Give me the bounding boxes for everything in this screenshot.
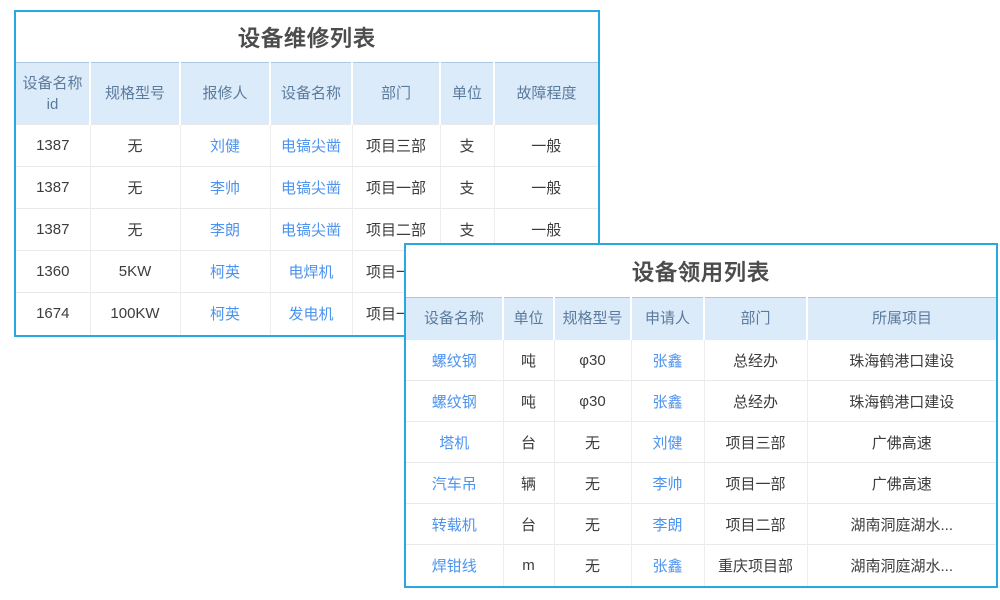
column-header-project: 所属项目 — [806, 297, 996, 340]
column-header-spec: 规格型号 — [89, 62, 180, 125]
reporter-link[interactable]: 刘健 — [179, 124, 270, 167]
column-header-unit: 单位 — [439, 62, 494, 125]
repair-header-row: 设备名称id 规格型号 报修人 设备名称 部门 单位 故障程度 — [16, 62, 598, 125]
device-name-link[interactable]: 发电机 — [269, 292, 352, 335]
table-row: 1387 无 刘健 电镐尖凿 项目三部 支 一般 — [16, 124, 598, 167]
applicant-link[interactable]: 张鑫 — [630, 339, 704, 381]
requisition-table-panel: 设备领用列表 设备名称 单位 规格型号 申请人 部门 所属项目 螺纹钢 吨 φ3… — [404, 243, 998, 588]
unit-cell: 台 — [502, 503, 554, 545]
column-header-reporter: 报修人 — [179, 62, 270, 125]
unit-cell: m — [502, 544, 554, 586]
department-cell: 项目三部 — [351, 124, 440, 167]
applicant-link[interactable]: 张鑫 — [630, 544, 704, 586]
spec-cell: 无 — [89, 208, 180, 251]
column-header-department: 部门 — [351, 62, 440, 125]
device-name-link[interactable]: 电镐尖凿 — [269, 166, 352, 209]
spec-cell: 无 — [553, 421, 631, 463]
table-row: 1387 无 李朗 电镐尖凿 项目二部 支 一般 — [16, 208, 598, 251]
device-name-link[interactable]: 转载机 — [406, 503, 503, 545]
unit-cell: 支 — [439, 124, 494, 167]
severity-cell: 一般 — [493, 124, 598, 167]
device-id-cell: 1387 — [16, 208, 90, 251]
department-cell: 总经办 — [703, 380, 807, 422]
applicant-link[interactable]: 刘健 — [630, 421, 704, 463]
spec-cell: φ30 — [553, 339, 631, 381]
column-header-unit: 单位 — [502, 297, 554, 340]
repair-table-panel: 设备维修列表 设备名称id 规格型号 报修人 设备名称 部门 单位 故障程度 1… — [14, 10, 600, 337]
spec-cell: 无 — [553, 503, 631, 545]
column-header-device-name: 设备名称 — [406, 297, 503, 340]
requisition-table-title: 设备领用列表 — [631, 260, 770, 285]
reporter-link[interactable]: 李帅 — [179, 166, 270, 209]
device-name-link[interactable]: 电焊机 — [269, 250, 352, 293]
table-row: 螺纹钢 吨 φ30 张鑫 总经办 珠海鹤港口建设 — [406, 339, 996, 381]
column-header-device-id: 设备名称id — [16, 62, 90, 125]
device-name-link[interactable]: 螺纹钢 — [406, 380, 503, 422]
device-name-link[interactable]: 塔机 — [406, 421, 503, 463]
requisition-header-row: 设备名称 单位 规格型号 申请人 部门 所属项目 — [406, 297, 996, 340]
spec-cell: 无 — [89, 166, 180, 209]
department-cell: 总经办 — [703, 339, 807, 381]
device-name-link[interactable]: 焊钳线 — [406, 544, 503, 586]
unit-cell: 吨 — [502, 380, 554, 422]
spec-cell: 无 — [89, 124, 180, 167]
department-cell: 项目一部 — [351, 166, 440, 209]
department-cell: 项目一部 — [703, 462, 807, 504]
project-cell: 珠海鹤港口建设 — [806, 339, 996, 381]
column-header-spec: 规格型号 — [553, 297, 631, 340]
unit-cell: 辆 — [502, 462, 554, 504]
project-cell: 湖南洞庭湖水... — [806, 544, 996, 586]
project-cell: 广佛高速 — [806, 421, 996, 463]
department-cell: 重庆项目部 — [703, 544, 807, 586]
device-id-cell: 1387 — [16, 166, 90, 209]
applicant-link[interactable]: 李帅 — [630, 462, 704, 504]
device-name-link[interactable]: 电镐尖凿 — [269, 124, 352, 167]
device-id-cell: 1674 — [16, 292, 90, 335]
department-cell: 项目三部 — [703, 421, 807, 463]
applicant-link[interactable]: 李朗 — [630, 503, 704, 545]
table-row: 塔机 台 无 刘健 项目三部 广佛高速 — [406, 421, 996, 463]
table-row: 转载机 台 无 李朗 项目二部 湖南洞庭湖水... — [406, 503, 996, 545]
project-cell: 珠海鹤港口建设 — [806, 380, 996, 422]
applicant-link[interactable]: 张鑫 — [630, 380, 704, 422]
department-cell: 项目二部 — [703, 503, 807, 545]
device-name-link[interactable]: 电镐尖凿 — [269, 208, 352, 251]
spec-cell: 100KW — [89, 292, 180, 335]
reporter-link[interactable]: 李朗 — [179, 208, 270, 251]
table-row: 1387 无 李帅 电镐尖凿 项目一部 支 一般 — [16, 166, 598, 209]
unit-cell: 吨 — [502, 339, 554, 381]
spec-cell: 5KW — [89, 250, 180, 293]
repair-table: 设备名称id 规格型号 报修人 设备名称 部门 单位 故障程度 1387 无 刘… — [16, 62, 598, 335]
device-id-cell: 1387 — [16, 124, 90, 167]
spec-cell: 无 — [553, 462, 631, 504]
table-row: 汽车吊 辆 无 李帅 项目一部 广佛高速 — [406, 462, 996, 504]
repair-table-title: 设备维修列表 — [237, 26, 376, 51]
column-header-device-name: 设备名称 — [269, 62, 352, 125]
device-name-link[interactable]: 螺纹钢 — [406, 339, 503, 381]
spec-cell: φ30 — [553, 380, 631, 422]
column-header-applicant: 申请人 — [630, 297, 704, 340]
spec-cell: 无 — [553, 544, 631, 586]
project-cell: 湖南洞庭湖水... — [806, 503, 996, 545]
unit-cell: 台 — [502, 421, 554, 463]
department-cell: 项目二部 — [351, 208, 440, 251]
severity-cell: 一般 — [493, 166, 598, 209]
column-header-department: 部门 — [703, 297, 807, 340]
reporter-link[interactable]: 柯英 — [179, 250, 270, 293]
project-cell: 广佛高速 — [806, 462, 996, 504]
table-row: 焊钳线 m 无 张鑫 重庆项目部 湖南洞庭湖水... — [406, 544, 996, 586]
table-row: 螺纹钢 吨 φ30 张鑫 总经办 珠海鹤港口建设 — [406, 380, 996, 422]
device-id-cell: 1360 — [16, 250, 90, 293]
reporter-link[interactable]: 柯英 — [179, 292, 270, 335]
column-header-severity: 故障程度 — [493, 62, 598, 125]
requisition-table: 设备名称 单位 规格型号 申请人 部门 所属项目 螺纹钢 吨 φ30 张鑫 总经… — [406, 297, 996, 586]
unit-cell: 支 — [439, 166, 494, 209]
device-name-link[interactable]: 汽车吊 — [406, 462, 503, 504]
